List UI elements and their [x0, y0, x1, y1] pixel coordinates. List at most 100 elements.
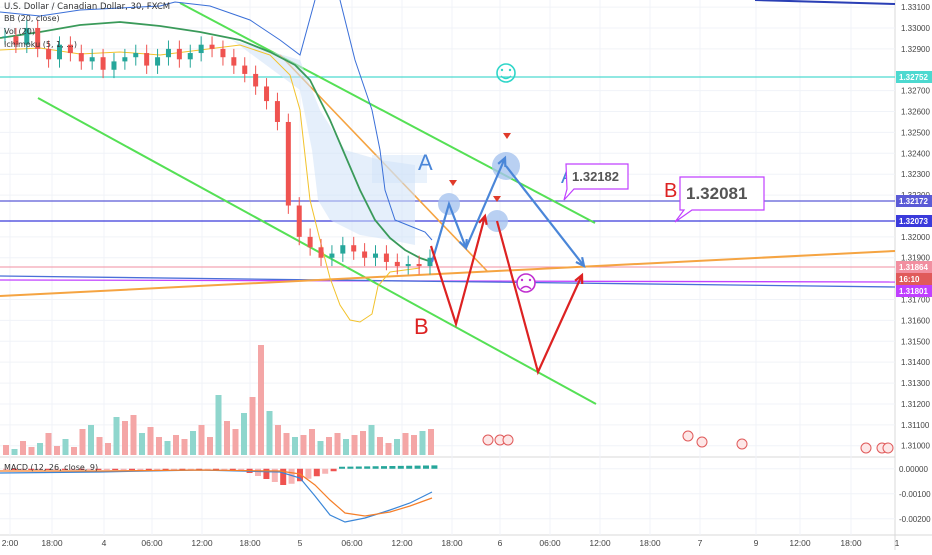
- price-label-1.31801: 1.31801: [899, 287, 928, 296]
- channel-upper: [179, 2, 596, 224]
- smiley-mouth: [520, 285, 532, 290]
- candle-body: [296, 205, 302, 237]
- macd-bar: [95, 468, 102, 470]
- volume-bar: [88, 425, 94, 455]
- volume-bar: [54, 446, 60, 455]
- label-B-scenario-2: B: [664, 180, 677, 202]
- price-tick-label: 1.31600: [901, 316, 930, 325]
- legend-macd[interactable]: MACD (12, 26, close, 9): [4, 463, 99, 472]
- macd-bar: [36, 468, 43, 470]
- macd-bar: [112, 468, 119, 470]
- volume-bar: [96, 437, 103, 455]
- price-label-bg: [896, 215, 932, 227]
- candle-body: [383, 253, 389, 262]
- legend-bb[interactable]: BB (20, close): [4, 14, 60, 23]
- drawings-layer: [0, 0, 896, 405]
- price-tick-label: 1.33000: [901, 24, 930, 33]
- volume-bar: [207, 437, 213, 455]
- price-label-bg: [896, 285, 932, 297]
- down-arrow-icon: [493, 196, 501, 202]
- candle-body: [144, 53, 150, 66]
- bb-upper-2: [339, 0, 433, 241]
- macd-bar: [255, 468, 261, 476]
- bb-lower: [0, 44, 421, 323]
- macd-bar: [87, 468, 93, 470]
- macd-bar: [19, 468, 26, 470]
- blue-path-3: [505, 165, 585, 267]
- macd-bar: [280, 468, 287, 485]
- legend-vol[interactable]: Vol (20): [4, 27, 35, 36]
- macd-bar: [129, 468, 135, 470]
- blue-path-2-head: [497, 155, 507, 168]
- candle-body: [13, 36, 19, 45]
- smiley-eye: [528, 278, 532, 282]
- macd-bar: [313, 468, 320, 477]
- x-tick-label: 12:00: [589, 538, 611, 548]
- callout-box: [563, 163, 629, 201]
- blue-path-1: [430, 200, 468, 263]
- candle-body: [56, 44, 62, 60]
- volume-bar: [275, 425, 281, 455]
- label-A-scenario: A: [418, 150, 433, 175]
- volume-bar: [215, 395, 222, 455]
- candle-body: [318, 247, 324, 258]
- volume-bar: [258, 345, 264, 455]
- symbol-title[interactable]: U.S. Dollar / Canadian Dollar, 30, FXCM: [4, 2, 171, 12]
- event-marker: [860, 442, 872, 454]
- volume-bar: [147, 427, 154, 455]
- price-tick-label: 1.31100: [901, 421, 930, 430]
- event-marker: [682, 430, 694, 442]
- price-tick-label: 1.31700: [901, 296, 930, 305]
- candle-body: [89, 57, 95, 62]
- x-tick-label: 1: [895, 538, 900, 548]
- signal-line: [0, 469, 433, 517]
- volume-bar: [20, 441, 26, 455]
- axes-layer: 2:00 18:00 4 06:00 12:00 18:00 5 06:00 12:00 18:0…: [2, 3, 932, 548]
- candle-body: [416, 264, 422, 267]
- macd-bar: [70, 468, 77, 470]
- smiley-eye: [520, 278, 524, 282]
- volume-bar: [385, 443, 392, 455]
- volume-bar: [368, 425, 375, 455]
- price-pane: [0, 0, 895, 455]
- macd-bar: [120, 468, 127, 470]
- macd-bar: [414, 465, 421, 469]
- macd-bar: [339, 466, 345, 469]
- red-path-2: [495, 220, 584, 376]
- candle-body: [67, 44, 73, 54]
- candle-body: [362, 251, 368, 258]
- x-tick-label: 12:00: [789, 538, 811, 548]
- candle-body: [373, 253, 379, 258]
- macd-bar: [381, 466, 387, 469]
- volume-bar: [232, 429, 239, 455]
- smiley-happy-icon: [496, 63, 516, 83]
- x-tick-label: 18:00: [840, 538, 862, 548]
- event-marker: [882, 442, 894, 454]
- volume-bar: [343, 439, 349, 455]
- candle-body: [198, 44, 204, 54]
- candle-body: [209, 44, 215, 49]
- candle-body: [78, 53, 84, 62]
- red-path-2-head: [574, 272, 584, 285]
- price-tick-label: 1.31300: [901, 379, 930, 388]
- volume-bar: [394, 439, 400, 455]
- price-label-1.32172: 1.32172: [899, 197, 928, 206]
- macd-bar: [204, 468, 211, 470]
- trend-blue-low: [0, 275, 896, 288]
- candle-body: [35, 27, 41, 49]
- smiley-eye: [508, 68, 512, 72]
- callout-1.32182: 1.32182: [572, 169, 619, 184]
- x-tick-label: 2:00: [2, 538, 19, 548]
- macd-tick-label: 0.00000: [899, 465, 928, 474]
- ma-line: [0, 21, 433, 263]
- volume-bar: [105, 443, 111, 455]
- legend-ichimoku[interactable]: Ichimoku (5, 1, ...): [4, 40, 77, 49]
- price-tick-label: 1.31900: [901, 254, 930, 263]
- volume-bar: [139, 433, 145, 455]
- volume-bar: [28, 447, 35, 455]
- candle-body: [351, 245, 357, 252]
- volume-bar: [71, 447, 77, 455]
- candle-body: [111, 61, 117, 70]
